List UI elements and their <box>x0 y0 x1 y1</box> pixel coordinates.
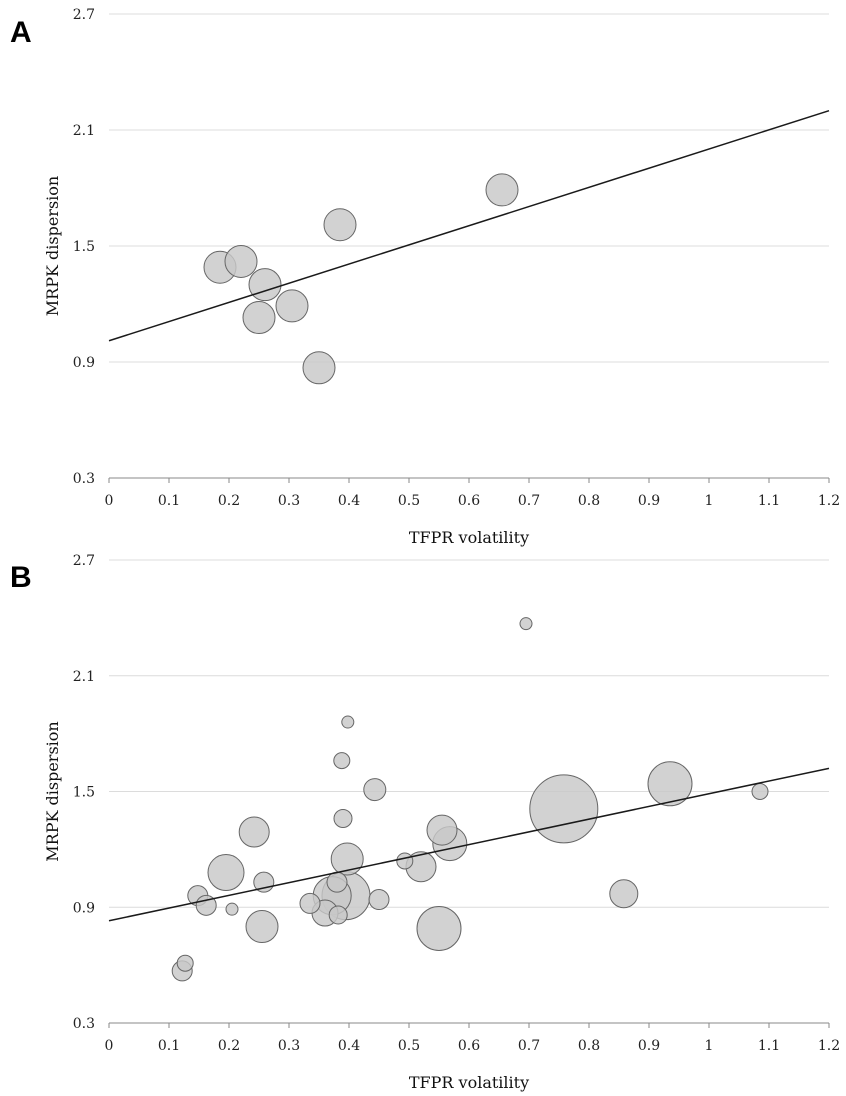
data-point-b-16 <box>326 871 348 893</box>
data-point-b-29 <box>176 954 194 972</box>
data-point-b-3 <box>363 778 387 802</box>
x-tick-label-b-2: 0.2 <box>218 1038 240 1054</box>
data-point-b-6 <box>529 774 599 844</box>
x-tick-label-b-10: 1 <box>705 1038 714 1054</box>
x-tick-label-b-11: 1.1 <box>758 1038 780 1054</box>
x-tick-label-b-7: 0.7 <box>518 1038 540 1054</box>
data-point-b-0 <box>519 617 533 631</box>
data-point-a-5 <box>302 351 336 385</box>
data-point-b-8 <box>238 816 270 848</box>
data-point-b-4 <box>751 783 769 800</box>
data-point-a-4 <box>275 289 309 323</box>
data-point-a-6 <box>323 208 357 242</box>
y-tick-label-b-0: 0.3 <box>73 1016 95 1032</box>
data-point-b-2 <box>333 752 351 770</box>
data-point-a-2 <box>248 268 282 302</box>
y-tick-label-a-4: 2.7 <box>73 7 95 23</box>
data-point-b-14 <box>207 854 245 892</box>
x-tick-label-b-8: 0.8 <box>578 1038 600 1054</box>
x-tick-label-b-6: 0.6 <box>458 1038 480 1054</box>
data-point-a-3 <box>242 301 276 335</box>
x-tick-label-b-0: 0 <box>105 1038 114 1054</box>
x-tick-label-b-3: 0.3 <box>278 1038 300 1054</box>
x-tick-label-a-5: 0.5 <box>398 493 420 509</box>
y-tick-label-b-1: 0.9 <box>73 900 95 916</box>
data-point-b-9 <box>426 814 458 846</box>
data-point-b-22 <box>195 894 217 916</box>
x-tick-label-a-9: 0.9 <box>638 493 660 509</box>
y-tick-label-b-3: 2.1 <box>73 669 95 685</box>
x-tick-label-b-1: 0.1 <box>158 1038 180 1054</box>
x-tick-label-a-10: 1 <box>705 493 714 509</box>
x-tick-label-a-11: 1.1 <box>758 493 780 509</box>
x-tick-label-a-0: 0 <box>105 493 114 509</box>
y-tick-label-a-0: 0.3 <box>73 471 95 487</box>
x-tick-label-a-1: 0.1 <box>158 493 180 509</box>
x-tick-label-a-8: 0.8 <box>578 493 600 509</box>
data-point-b-7 <box>333 809 353 829</box>
fit-line-a <box>108 109 830 342</box>
x-tick-label-a-3: 0.3 <box>278 493 300 509</box>
y-tick-label-a-2: 1.5 <box>73 239 95 255</box>
data-point-b-12 <box>396 852 414 870</box>
x-tick-label-b-9: 0.9 <box>638 1038 660 1054</box>
panel-b: B 0.3 0.9 1.5 2.1 2.7 0 0.1 0.2 0.3 0.4 0.5 0.6 0.7 0… <box>10 553 840 1092</box>
data-point-b-27 <box>245 910 279 944</box>
data-point-b-24 <box>225 902 239 916</box>
x-tick-label-b-4: 0.4 <box>338 1038 360 1054</box>
data-point-b-5 <box>647 761 693 807</box>
x-tick-label-b-12: 1.2 <box>818 1038 840 1054</box>
data-point-b-11 <box>330 842 364 876</box>
panel-label-a: A <box>10 16 32 49</box>
x-axis-title-b: TFPR volatility <box>409 1073 529 1092</box>
fit-line-b <box>108 767 830 922</box>
data-point-b-23 <box>299 892 321 914</box>
x-tick-label-a-7: 0.7 <box>518 493 540 509</box>
y-tick-label-a-1: 0.9 <box>73 355 95 371</box>
data-point-b-26 <box>328 905 348 925</box>
x-tick-label-a-12: 1.2 <box>818 493 840 509</box>
panel-label-b: B <box>10 561 32 594</box>
x-tick-label-b-5: 0.5 <box>398 1038 420 1054</box>
data-point-a-1 <box>224 244 258 278</box>
y-tick-label-b-4: 2.7 <box>73 553 95 569</box>
data-point-a-7 <box>485 173 519 207</box>
y-axis-title-b: MRPK dispersion <box>43 721 62 861</box>
y-tick-label-a-3: 2.1 <box>73 123 95 139</box>
y-tick-label-b-2: 1.5 <box>73 785 95 801</box>
data-point-b-1 <box>341 715 355 729</box>
y-axis-title-a: MRPK dispersion <box>43 176 62 316</box>
x-axis-title-a: TFPR volatility <box>409 528 529 547</box>
panel-a: A 0.3 0.9 1.5 2.1 2.7 0 0.1 0.2 0.3 0.4 0.5 0.6 0.7 0… <box>10 7 840 547</box>
x-tick-label-a-6: 0.6 <box>458 493 480 509</box>
data-point-b-28 <box>416 905 462 951</box>
x-tick-label-a-4: 0.4 <box>338 493 360 509</box>
data-point-b-20 <box>368 889 390 911</box>
x-tick-label-a-2: 0.2 <box>218 493 240 509</box>
data-point-b-21 <box>609 879 639 909</box>
